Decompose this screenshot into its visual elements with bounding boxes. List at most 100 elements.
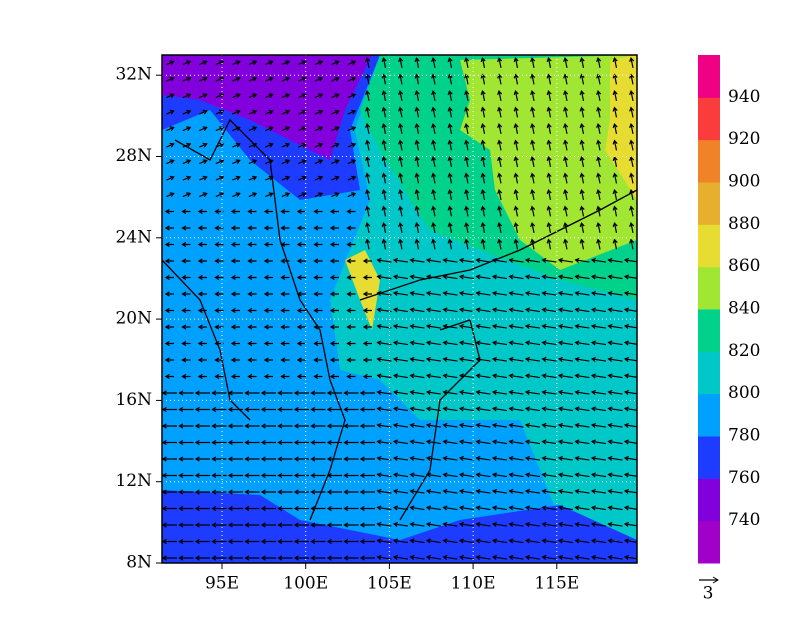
wind-arrow [162, 489, 177, 495]
wind-arrow [480, 56, 486, 69]
wind-arrow [409, 521, 425, 527]
wind-arrow [181, 324, 191, 330]
wind-arrow [326, 456, 342, 462]
wind-arrow [298, 192, 307, 198]
wind-arrow [277, 538, 293, 545]
wind-arrow [166, 175, 175, 181]
wind-arrow [166, 60, 175, 66]
wind-arrow [491, 422, 508, 428]
wind-arrow [574, 274, 590, 280]
wind-arrow [508, 274, 524, 280]
wind-arrow [409, 257, 425, 263]
wind-arrow [596, 89, 602, 102]
wind-arrow [365, 89, 371, 102]
wind-arrow [590, 290, 607, 296]
wind-arrow [607, 323, 623, 329]
wind-arrow [530, 188, 536, 201]
wind-arrow [557, 439, 574, 445]
wind-arrow [557, 455, 574, 461]
wind-arrow [362, 274, 372, 281]
wind-arrow [508, 505, 524, 511]
wind-arrow [563, 205, 569, 217]
wind-arrow [607, 554, 623, 560]
wind-arrow [590, 340, 607, 346]
wind-arrow [546, 188, 552, 201]
wind-arrow [475, 290, 491, 296]
wind-arrow [590, 323, 607, 329]
colorbar-label: 760 [728, 468, 760, 488]
wind-arrow [546, 139, 552, 151]
wind-arrow [347, 126, 357, 132]
wind-arrow [164, 258, 174, 264]
wind-arrow [197, 241, 207, 248]
wind-arrow [314, 159, 324, 165]
wind-arrow [381, 139, 387, 151]
wind-arrow [227, 456, 243, 462]
wind-arrow [524, 538, 541, 544]
wind-arrow [557, 373, 574, 379]
wind-arrow [524, 472, 541, 478]
wind-arrow [414, 221, 420, 234]
wind-arrow [579, 205, 585, 217]
wind-arrow [497, 155, 503, 168]
wind-arrow [442, 554, 458, 560]
wind-arrow [475, 389, 491, 395]
wind-arrow [546, 122, 552, 135]
wind-arrow [296, 324, 306, 330]
wind-arrow [244, 456, 260, 462]
wind-arrow [574, 538, 590, 544]
wind-arrow [362, 258, 372, 264]
wind-arrow [480, 122, 486, 135]
wind-arrow [557, 472, 574, 478]
wind-arrow [164, 340, 174, 347]
wind-arrow [343, 555, 359, 561]
wind-arrow [447, 188, 453, 201]
wind-arrow [491, 340, 508, 346]
wind-arrow [263, 307, 273, 314]
wind-arrow [280, 324, 290, 330]
wind-arrow [346, 241, 356, 248]
wind-arrow [343, 423, 359, 429]
colorbar-bin [698, 520, 720, 564]
wind-arrow [398, 89, 404, 102]
wind-arrow [178, 555, 194, 561]
wind-arrow [182, 175, 192, 181]
wind-arrow [409, 323, 425, 329]
wind-arrow [164, 373, 174, 380]
wind-arrow [414, 139, 420, 151]
wind-arrow [359, 538, 375, 545]
wind-arrow [398, 172, 404, 184]
field-840 [460, 55, 637, 270]
wind-arrow [182, 142, 192, 148]
wind-arrow [480, 238, 486, 250]
wind-arrow [409, 373, 425, 379]
wind-arrow [248, 126, 258, 132]
wind-arrow [392, 439, 409, 445]
wind-arrow [314, 175, 324, 181]
wind-arrow [607, 389, 623, 395]
wind-arrow [293, 489, 309, 495]
wind-arrow [612, 172, 618, 184]
wind-arrow [247, 241, 257, 248]
wind-arrow [447, 221, 453, 234]
wind-arrow [248, 93, 258, 99]
wind-arrow [513, 122, 519, 135]
wind-arrow [248, 60, 258, 66]
wind-arrow [331, 76, 340, 82]
wind-arrow [182, 192, 192, 198]
wind-arrow [442, 439, 458, 445]
wind-arrow [409, 455, 425, 461]
wind-arrow [314, 126, 324, 132]
colorbar-bin [698, 97, 720, 141]
wind-arrow [197, 258, 207, 264]
colorbar-bin [698, 436, 720, 479]
wind-arrow [178, 423, 194, 429]
wind-arrow [162, 406, 177, 413]
wind-arrow [166, 159, 175, 165]
wind-arrow [574, 373, 590, 379]
wind-arrow [541, 538, 557, 544]
wind-arrow [359, 555, 375, 561]
axis-ticks: 95E 100E 105E 110E 115E 8N 12N 16N 20N 24N 28N 32N [115, 65, 579, 594]
wind-arrow [458, 257, 475, 263]
